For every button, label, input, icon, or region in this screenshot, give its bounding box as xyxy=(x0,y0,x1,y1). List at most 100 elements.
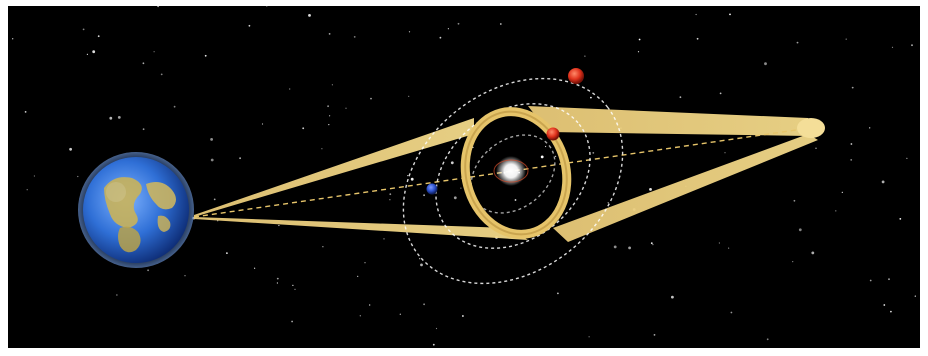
star-dot xyxy=(638,38,641,41)
star-dot xyxy=(184,275,186,277)
star-dot xyxy=(590,96,592,99)
star-dot xyxy=(798,228,802,232)
outer-red-planet xyxy=(568,68,584,84)
star-dot xyxy=(12,38,14,40)
star-dot xyxy=(649,188,652,191)
star-dot xyxy=(432,343,435,346)
star-dot xyxy=(308,14,311,17)
star-dot xyxy=(294,288,296,290)
star-dot xyxy=(584,55,586,57)
star-dot xyxy=(147,269,150,272)
star-dot xyxy=(276,282,278,284)
star-dot xyxy=(345,107,347,109)
star-dot xyxy=(33,175,35,177)
star-dot xyxy=(815,147,817,149)
star-dot xyxy=(869,127,871,129)
star-dot xyxy=(718,242,721,244)
star-dot xyxy=(173,105,176,108)
star-dot xyxy=(239,157,242,160)
star-dot xyxy=(653,334,656,336)
star-dot xyxy=(719,92,722,95)
star-dot xyxy=(423,194,425,197)
star-dot xyxy=(652,244,654,246)
star-dot xyxy=(92,50,96,54)
star-dot xyxy=(499,23,502,25)
star-dot xyxy=(389,199,391,201)
star-dot xyxy=(157,6,159,8)
space-scene xyxy=(8,6,920,348)
star-dot xyxy=(226,252,228,255)
star-dot xyxy=(248,24,251,27)
star-dot xyxy=(142,128,145,131)
star-dot xyxy=(210,138,214,141)
star-dot xyxy=(302,127,305,130)
star-dot xyxy=(766,338,769,341)
star-dot xyxy=(383,238,385,240)
inner-red-planet xyxy=(546,127,560,141)
star-dot xyxy=(266,6,268,7)
star-dot xyxy=(671,295,674,299)
star-dot xyxy=(210,158,214,162)
star-dot xyxy=(628,246,631,250)
light-cone xyxy=(193,106,818,242)
star-dot xyxy=(588,336,590,338)
star-dot xyxy=(357,275,359,277)
star-dot xyxy=(613,245,617,249)
star-dot xyxy=(24,111,27,113)
star-dot xyxy=(453,196,457,200)
star-dot xyxy=(276,277,279,280)
earth-globe xyxy=(78,152,194,268)
blue-planet xyxy=(426,183,438,195)
star-dot xyxy=(869,279,872,282)
star-dot xyxy=(142,62,145,65)
star-dot xyxy=(914,295,916,297)
star-dot xyxy=(439,36,442,39)
star-dot xyxy=(153,51,155,53)
star-dot xyxy=(679,96,682,99)
star-dot xyxy=(850,143,853,145)
star-dot xyxy=(835,210,837,212)
star-dot xyxy=(557,292,559,295)
star-dot xyxy=(423,303,425,306)
star-dot xyxy=(850,159,853,161)
star-dot xyxy=(555,155,557,157)
star-dot xyxy=(906,157,908,159)
star-dot xyxy=(607,202,609,204)
star-dot xyxy=(410,177,414,181)
star-dot xyxy=(793,199,796,202)
star-dot xyxy=(109,116,113,120)
star-dot xyxy=(419,258,421,260)
star-dot xyxy=(369,304,371,306)
star-dot xyxy=(545,145,547,148)
star-dot xyxy=(435,327,438,330)
star-dot xyxy=(457,22,460,25)
star-dot xyxy=(261,123,264,125)
star-dot xyxy=(724,152,726,154)
star-dot xyxy=(728,247,730,249)
star-dot xyxy=(408,95,410,97)
star-dot xyxy=(353,36,356,38)
host-star xyxy=(496,156,526,186)
star-dot xyxy=(292,284,294,286)
star-dot xyxy=(730,311,733,314)
star-dot xyxy=(116,294,118,296)
star-dot xyxy=(364,262,366,264)
star-dot xyxy=(841,191,843,193)
star-dot xyxy=(278,224,280,227)
star-dot xyxy=(450,161,454,165)
background-stars xyxy=(12,6,916,346)
star-dot xyxy=(82,28,85,31)
star-dot xyxy=(291,320,293,323)
star-dot xyxy=(447,28,449,30)
star-dot xyxy=(289,88,291,90)
star-dot xyxy=(729,13,731,16)
star-dot xyxy=(462,315,464,317)
star-dot xyxy=(370,97,372,100)
star-dot xyxy=(408,31,411,33)
star-dot xyxy=(460,187,462,189)
star-dot xyxy=(407,175,409,177)
star-dot xyxy=(213,198,216,201)
star-dot xyxy=(637,51,640,53)
star-dot xyxy=(399,313,401,315)
